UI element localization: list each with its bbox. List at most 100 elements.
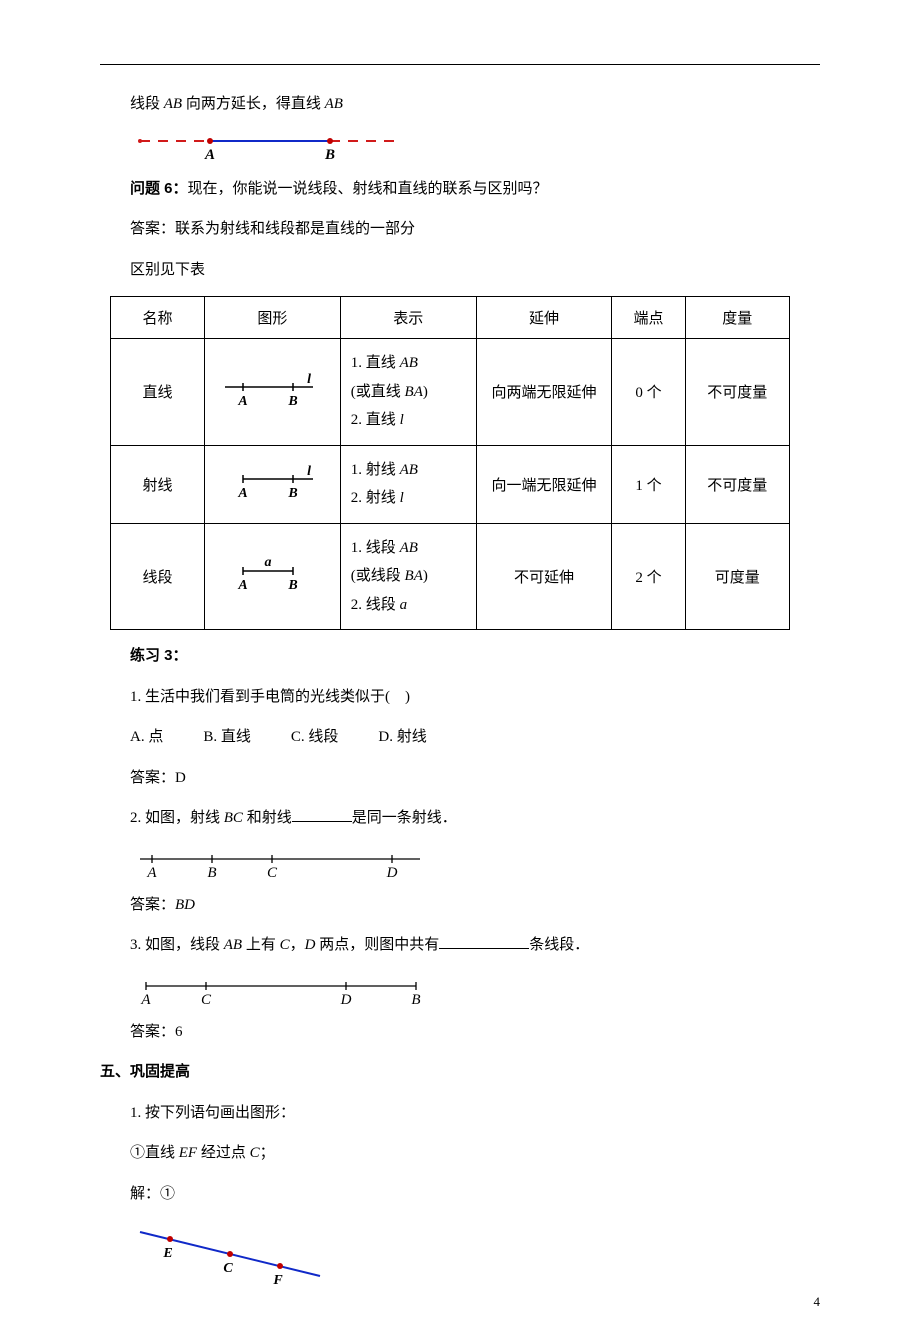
option: C. 线段 [291,723,339,752]
q1-text-b: ) [405,689,410,705]
t: ； [260,1145,275,1161]
svg-text:B: B [324,147,335,163]
t: 经过点 [197,1145,250,1161]
q1-options: A. 点B. 直线C. 线段D. 射线 [100,723,820,752]
q6-ans: 答案：联系为射线和线段都是直线的一部分 [100,215,820,244]
s5-fig: ECF [100,1220,820,1290]
svg-text:B: B [287,486,297,501]
svg-text:C: C [267,865,278,879]
ex3-q2: 2. 如图，射线 BC 和射线 是同一条射线． [100,804,820,833]
svg-text:B: B [411,992,420,1006]
ans: 6 [175,1024,183,1040]
t: 2. 如图，射线 [130,810,224,826]
th: 图形 [205,297,341,339]
ab: AB [224,937,242,953]
t: 上有 [242,937,280,953]
ends: 2 个 [612,523,685,630]
ab: AB [164,96,182,112]
svg-text:D: D [386,865,398,879]
svg-text:A: A [146,865,157,879]
svg-text:B: B [207,865,216,879]
svg-text:A: A [237,578,247,593]
s5-q1: 1. 按下列语句画出图形： [100,1099,820,1128]
rep: 1. 射线 AB2. 射线 l [340,445,476,523]
svg-text:A: A [204,147,215,163]
q3-fig: ACDB [100,972,820,1006]
seg-extend-text: 线段 AB 向两方延长，得直线 AB [100,90,820,119]
option: A. 点 [130,723,163,752]
ans-label: 答案： [130,897,175,913]
ans-text: 联系为射线和线段都是直线的一部分 [175,221,415,237]
bc: BC [224,810,243,826]
meas: 可度量 [685,523,790,630]
ends: 0 个 [612,339,685,446]
ans: BD [175,897,195,913]
svg-text:D: D [340,992,352,1006]
th: 度量 [685,297,790,339]
fig-ab-extend: AB [100,131,820,163]
q2-fig: A B C D [100,845,820,879]
q2-ans: 答案：BD [100,891,820,920]
ex3-q3: 3. 如图，线段 AB 上有 C，D 两点，则图中共有条线段． [100,931,820,960]
ex3-title: 练习 3： [100,642,820,671]
s5-sol-label: 解：① [100,1180,820,1209]
ef: EF [179,1145,197,1161]
ext: 向一端无限延伸 [476,445,612,523]
ans-label: 答案： [130,770,175,786]
d: D [305,937,316,953]
blank [292,806,352,822]
q6-text: 现在，你能说一说线段、射线和直线的联系与区别吗？ [188,181,548,197]
c: C [280,937,290,953]
q3-ans: 答案：6 [100,1018,820,1047]
ab: AB [325,96,343,112]
name: 直线 [111,339,205,446]
th: 名称 [111,297,205,339]
rep: 1. 线段 AB(或线段 BA)2. 线段 a [340,523,476,630]
option: D. 射线 [378,723,426,752]
comparison-table: 名称图形表示延伸端点度量直线 l A B 1. 直线 AB(或直线 BA)2. 直线 l… [110,296,790,630]
t: ①直线 [130,1145,179,1161]
ex3-q1: 1. 生活中我们看到手电筒的光线类似于( ) [100,683,820,712]
page-number: 4 [814,1294,821,1310]
svg-text:l: l [307,372,311,387]
fig-cell: l A B [205,339,341,446]
sect5-title: 五、巩固提高 [70,1058,820,1087]
ends: 1 个 [612,445,685,523]
svg-text:A: A [237,394,247,409]
svg-text:B: B [287,578,297,593]
t: 两点，则图中共有 [315,937,439,953]
meas: 不可度量 [685,339,790,446]
q1-text: 1. 生活中我们看到手电筒的光线类似于( [130,689,390,705]
svg-text:C: C [201,992,212,1006]
ext: 不可延伸 [476,523,612,630]
meas: 不可度量 [685,445,790,523]
t: 和射线 [243,810,292,826]
ans: D [175,770,186,786]
txt: 线段 [130,96,164,112]
s5-q1-sub: ①直线 EF 经过点 C； [100,1139,820,1168]
th: 端点 [612,297,685,339]
fig-cell: a A B [205,523,341,630]
c: C [250,1145,260,1161]
q6-label: 问题 6： [130,180,188,197]
th: 延伸 [476,297,612,339]
svg-text:A: A [140,992,151,1006]
th: 表示 [340,297,476,339]
svg-text:l: l [307,464,311,479]
q1-ans: 答案：D [100,764,820,793]
txt: 向两方延长，得直线 [182,96,325,112]
svg-text:a: a [265,555,272,570]
top-rule [100,64,820,65]
ext: 向两端无限延伸 [476,339,612,446]
t: ， [290,937,305,953]
svg-text:E: E [162,1246,172,1261]
rep: 1. 直线 AB(或直线 BA)2. 直线 l [340,339,476,446]
svg-text:B: B [287,394,297,409]
blank [439,933,529,949]
name: 线段 [111,523,205,630]
fig-cell: lAB [205,445,341,523]
t: 3. 如图，线段 [130,937,224,953]
svg-text:F: F [272,1273,283,1288]
t: 是同一条射线． [352,810,457,826]
ans-label: 答案： [130,1024,175,1040]
